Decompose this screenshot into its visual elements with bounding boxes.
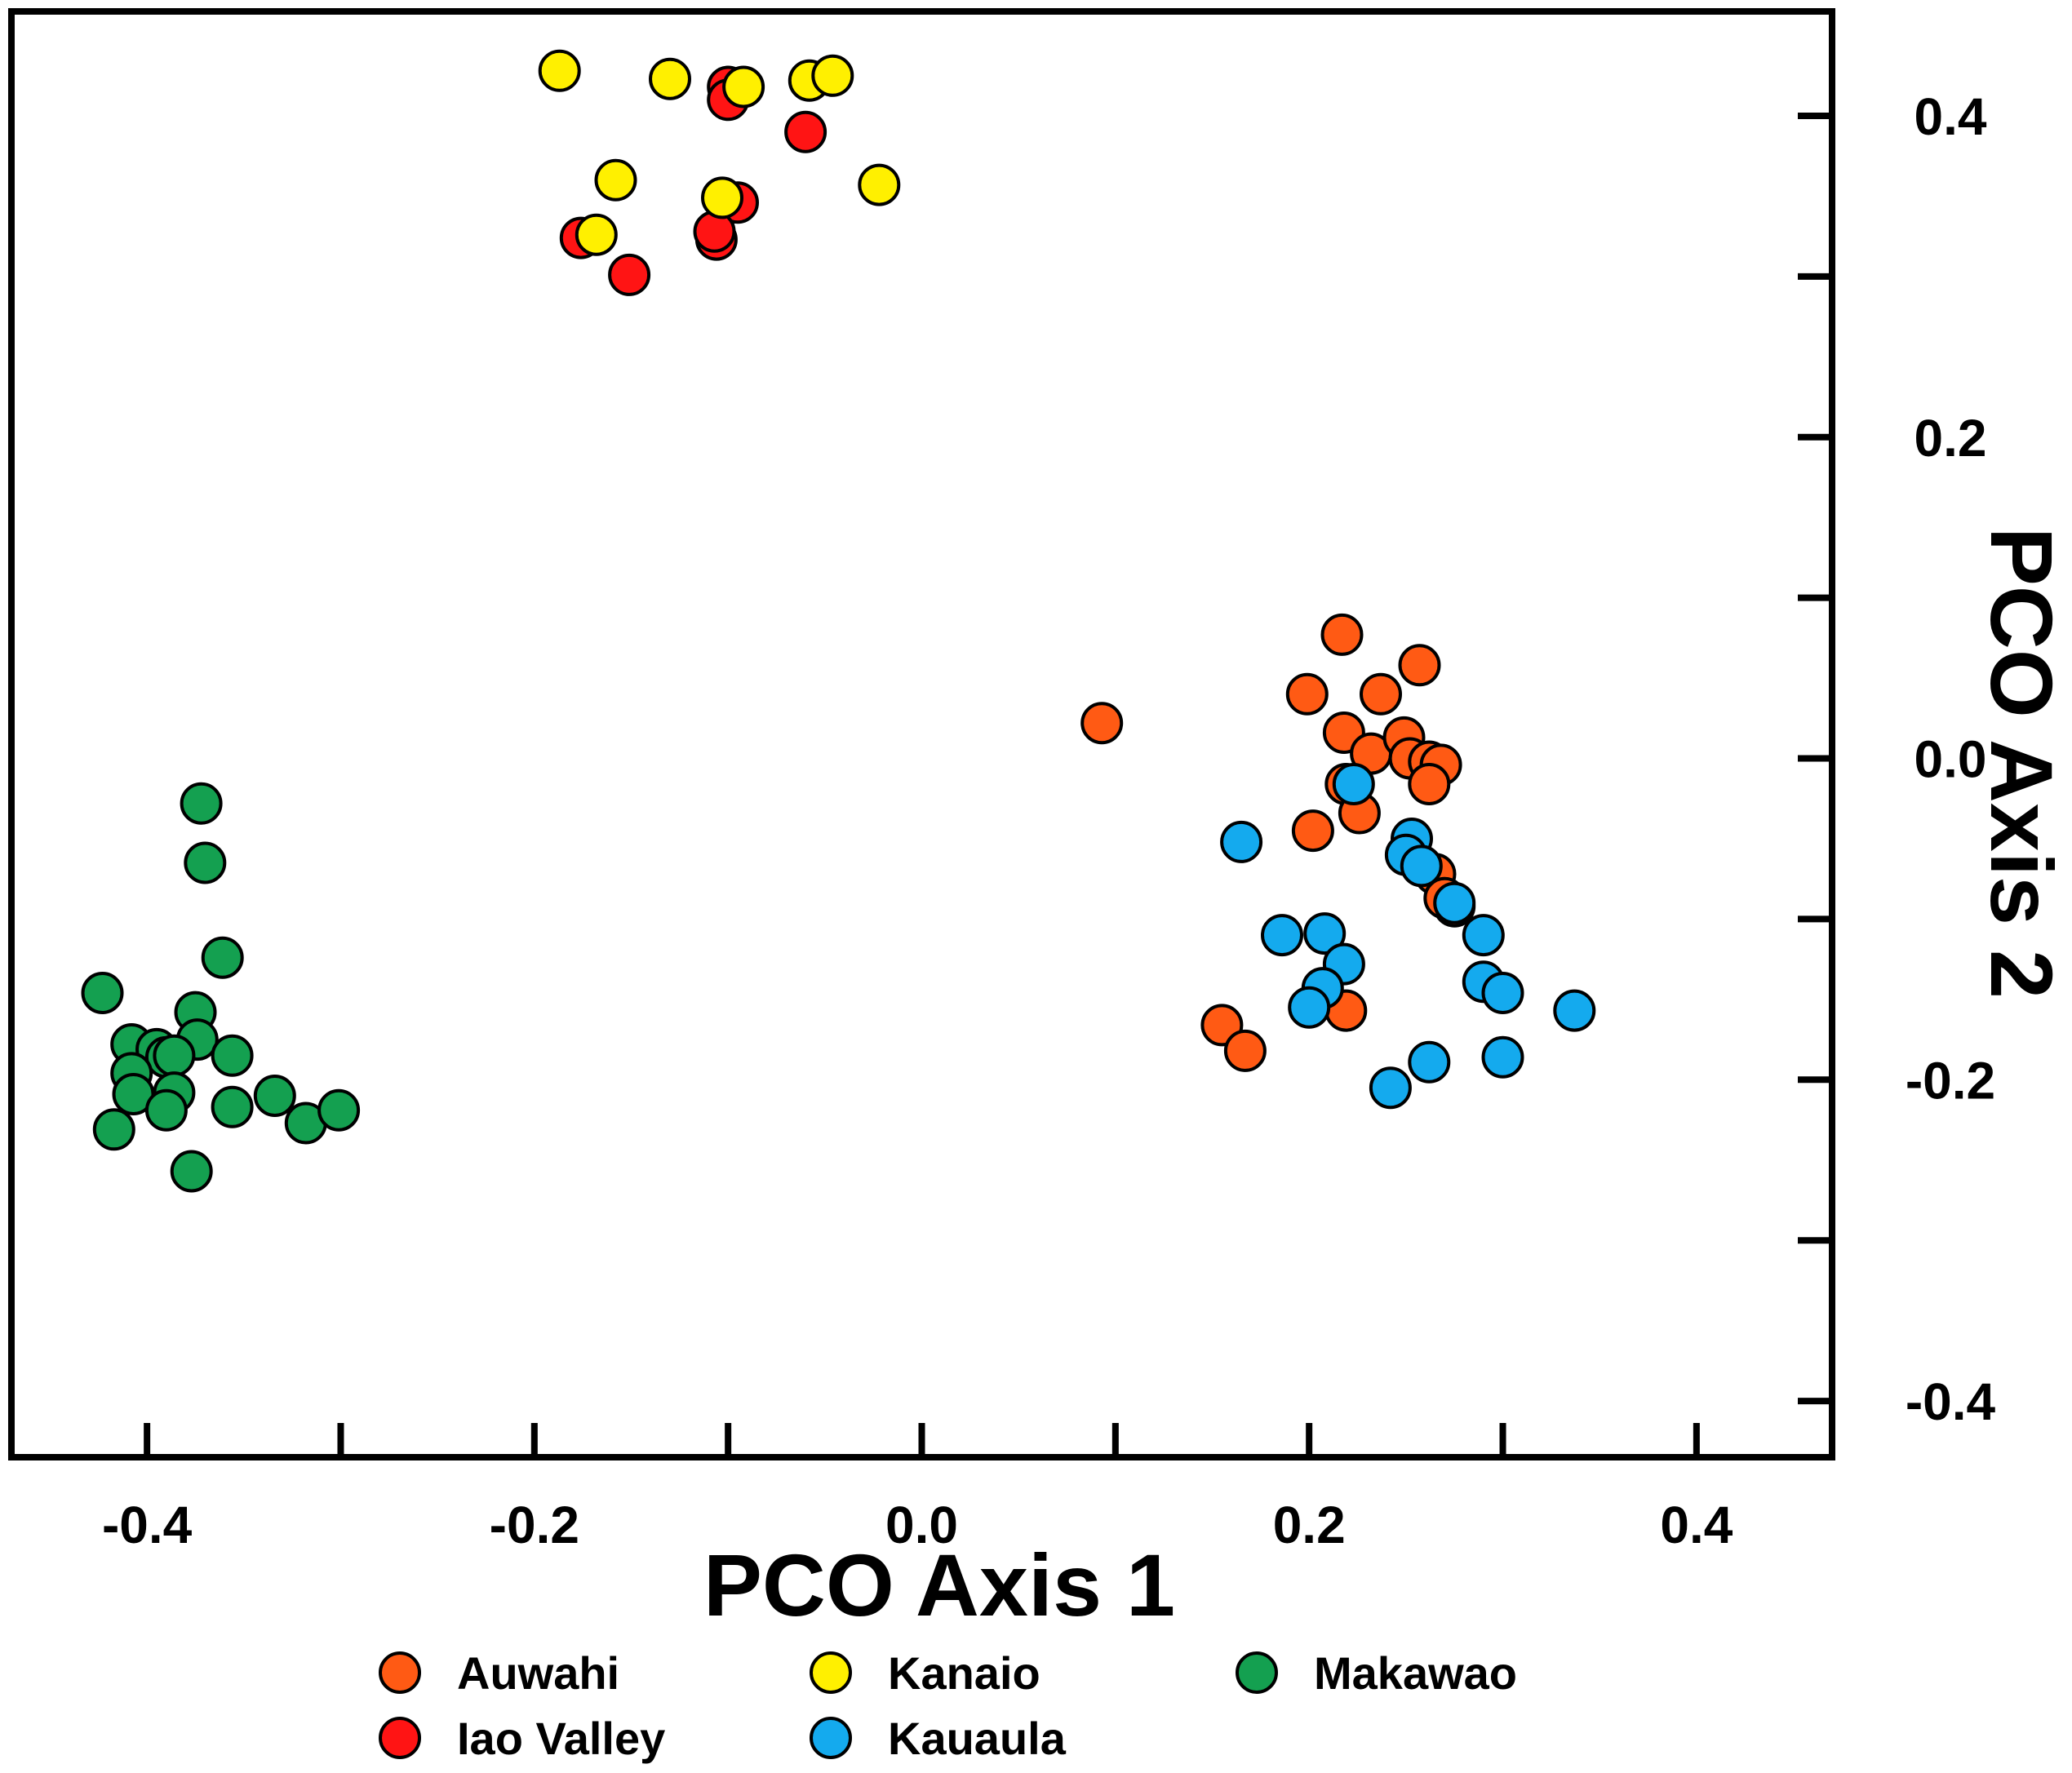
data-point <box>701 176 743 219</box>
y-tick-label: 0.2 <box>1914 409 1987 468</box>
data-point <box>538 49 581 92</box>
data-point <box>1553 989 1596 1032</box>
y-axis-ticks <box>1798 112 1832 1405</box>
data-point <box>784 110 827 153</box>
x-tick-label: 0.2 <box>1273 1496 1346 1554</box>
data-point <box>1481 1035 1524 1079</box>
legend: Auwahi Iao Valley Kanaio Kauaula Makawao <box>379 1647 1517 1764</box>
data-point <box>1462 914 1505 957</box>
data-point <box>81 972 124 1014</box>
data-point <box>1332 763 1375 805</box>
data-point <box>1408 1040 1451 1084</box>
data-point <box>1400 844 1443 888</box>
data-point <box>92 1108 135 1151</box>
legend-marker <box>1236 1651 1278 1694</box>
data-point <box>1398 644 1441 687</box>
data-point <box>211 1085 254 1128</box>
x-axis-ticks <box>144 1423 1700 1457</box>
series-kanaio <box>538 49 901 256</box>
y-tick-label: 0.4 <box>1914 87 1987 146</box>
data-point <box>184 841 227 884</box>
data-point <box>211 1034 254 1077</box>
y-tick-label: -0.2 <box>1906 1051 1995 1110</box>
legend-label: Kanaio <box>888 1647 1040 1699</box>
data-point <box>1261 914 1303 957</box>
legend-marker <box>810 1651 852 1694</box>
x-tick-label: -0.4 <box>102 1496 193 1554</box>
data-point <box>1220 820 1263 863</box>
y-tick-label: 0.0 <box>1914 730 1987 789</box>
x-axis-tick-labels: -0.4 -0.2 0.0 0.2 0.4 <box>102 1496 1733 1554</box>
legend-marker <box>810 1717 852 1759</box>
data-point <box>1481 972 1524 1014</box>
data-point <box>594 158 637 202</box>
data-point <box>1080 702 1124 745</box>
data-point <box>811 54 854 97</box>
legend-label: Makawao <box>1314 1647 1517 1699</box>
data-point <box>180 782 223 825</box>
legend-label: Kauaula <box>888 1713 1067 1764</box>
x-tick-label: 0.0 <box>885 1496 958 1554</box>
data-point <box>858 163 901 206</box>
data-points <box>81 49 1596 1193</box>
legend-item-auwahi: Auwahi <box>379 1647 619 1699</box>
data-point <box>1320 613 1364 656</box>
data-point <box>1369 1066 1412 1110</box>
legend-label: Auwahi <box>457 1647 619 1699</box>
legend-marker <box>379 1651 421 1694</box>
data-point <box>1223 1029 1267 1072</box>
x-tick-label: 0.4 <box>1660 1496 1733 1554</box>
data-point <box>1433 881 1476 924</box>
y-axis-title: PCO Axis 2 <box>1972 527 2071 999</box>
y-axis-tick-labels: 0.4 0.2 0.0 -0.2 -0.4 <box>1906 87 1996 1431</box>
legend-item-kauaula: Kauaula <box>810 1713 1067 1764</box>
data-point <box>1303 912 1347 955</box>
data-point <box>1291 809 1334 853</box>
data-point <box>1408 763 1451 805</box>
data-point <box>1288 986 1331 1029</box>
legend-label: Iao Valley <box>457 1713 665 1764</box>
legend-item-makawao: Makawao <box>1236 1647 1517 1699</box>
x-tick-label: -0.2 <box>490 1496 579 1554</box>
data-point <box>649 57 691 100</box>
y-tick-label: -0.4 <box>1906 1372 1996 1431</box>
series-kauaula <box>1220 763 1596 1110</box>
data-point <box>317 1088 361 1132</box>
data-point <box>1360 672 1402 716</box>
data-point <box>253 1075 296 1117</box>
data-point <box>144 1088 188 1132</box>
legend-item-iao-valley: Iao Valley <box>379 1713 665 1764</box>
data-point <box>170 1150 213 1193</box>
data-point <box>722 65 765 109</box>
series-makawao <box>81 782 361 1193</box>
data-point <box>608 253 651 296</box>
x-axis-title: PCO Axis 1 <box>703 1536 1175 1634</box>
data-point <box>201 936 244 979</box>
legend-item-kanaio: Kanaio <box>810 1647 1040 1699</box>
data-point <box>575 213 618 256</box>
data-point <box>1285 672 1329 716</box>
data-point <box>153 1034 196 1077</box>
legend-marker <box>379 1717 421 1759</box>
